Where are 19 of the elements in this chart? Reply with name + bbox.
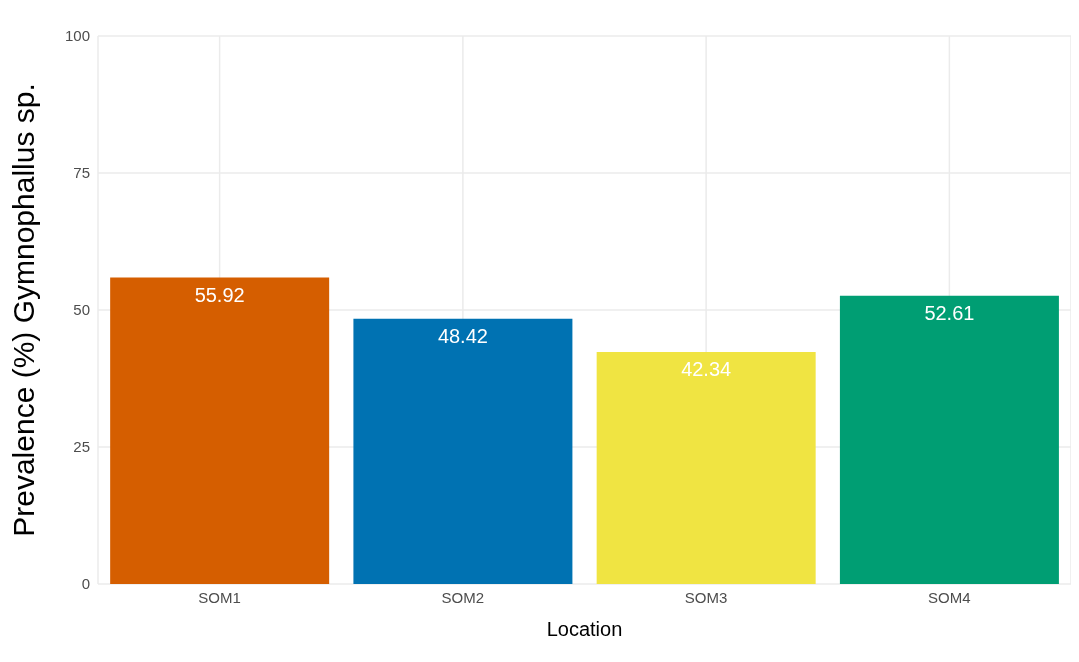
bar xyxy=(110,277,330,584)
bar xyxy=(353,318,573,584)
x-axis-title: Location xyxy=(546,618,623,640)
x-tick-label: SOM4 xyxy=(928,588,971,606)
x-tick-label: SOM3 xyxy=(684,588,728,606)
y-axis-title: Prevalence (%) Gymnophallus sp. xyxy=(6,83,40,537)
x-tick-label: SOM2 xyxy=(441,588,485,606)
y-tick-label: 0 xyxy=(81,575,90,593)
y-tick-label: 75 xyxy=(73,164,90,182)
bar xyxy=(839,295,1059,584)
data-label: 42.34 xyxy=(681,358,732,381)
x-tick-label: SOM1 xyxy=(198,588,241,606)
data-label: 55.92 xyxy=(194,283,245,306)
y-tick-label: 100 xyxy=(64,27,90,45)
y-tick-label: 50 xyxy=(73,301,90,319)
y-tick-label: 25 xyxy=(73,438,90,456)
data-label: 52.61 xyxy=(924,301,975,324)
data-label: 48.42 xyxy=(437,324,488,347)
bar xyxy=(596,351,816,584)
